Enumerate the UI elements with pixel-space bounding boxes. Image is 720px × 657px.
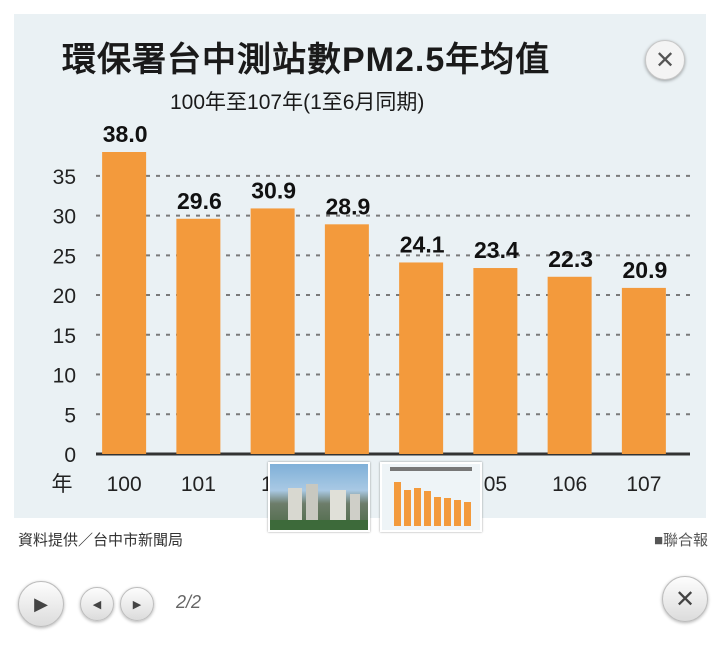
y-tick-label: 20 <box>53 285 76 308</box>
bar <box>473 268 518 454</box>
bar <box>324 224 369 454</box>
chart-subtitle: 100年至107年(1至6月同期) <box>170 91 425 114</box>
thumbnail-chart[interactable] <box>380 462 482 532</box>
image-credit: 資料提供／台中市新聞局 <box>18 532 184 549</box>
bar <box>176 218 221 454</box>
bar-chart: 0510152025303538.010029.610130.91028.924… <box>52 121 690 496</box>
slide-counter: 2/2 <box>176 592 202 612</box>
bar <box>250 208 295 454</box>
building-photo-icon <box>270 484 368 530</box>
x-unit-label: 年 <box>52 473 73 496</box>
next-icon[interactable]: ▶ <box>120 587 154 621</box>
play-icon[interactable]: ▶ <box>18 581 64 627</box>
x-tick-label: 05 <box>484 473 507 496</box>
bar-value-label: 30.9 <box>251 177 296 203</box>
y-tick-label: 5 <box>64 404 76 427</box>
y-tick-label: 0 <box>64 444 76 467</box>
prev-icon[interactable]: ◀ <box>80 587 114 621</box>
bar-value-label: 28.9 <box>325 193 370 219</box>
y-tick-label: 30 <box>53 206 76 229</box>
thumbnail-photo[interactable] <box>268 462 370 532</box>
source-label: ■聯合報 <box>653 532 708 549</box>
bar-value-label: 24.1 <box>400 231 445 257</box>
chart-image: 環保署台中測站數PM2.5年均值 100年至107年(1至6月同期) 0 5 10 1… <box>14 14 706 518</box>
x-tick-label: 106 <box>552 473 587 496</box>
bar-value-label: 38.0 <box>103 121 148 147</box>
bar-value-label: 23.4 <box>474 237 519 263</box>
bar <box>547 276 592 454</box>
close-icon[interactable]: ✕ <box>645 40 685 80</box>
x-tick-label: 100 <box>107 473 142 496</box>
y-tick-label: 35 <box>53 166 76 189</box>
bar <box>399 262 444 454</box>
x-tick-label: 101 <box>181 473 216 496</box>
x-tick-label: 107 <box>626 473 661 496</box>
y-tick-label: 15 <box>53 325 76 348</box>
close-icon[interactable]: ✕ <box>662 576 708 622</box>
bar <box>102 152 147 454</box>
bar-value-label: 29.6 <box>177 188 222 214</box>
y-tick-label: 10 <box>53 365 76 388</box>
bar-value-label: 20.9 <box>622 257 667 283</box>
bar <box>621 287 666 454</box>
y-tick-label: 25 <box>53 245 76 268</box>
chart-thumbnail-icon <box>382 464 480 530</box>
bar-value-label: 22.3 <box>548 246 593 272</box>
chart-title: 環保署台中測站數PM2.5年均值 <box>62 41 551 79</box>
